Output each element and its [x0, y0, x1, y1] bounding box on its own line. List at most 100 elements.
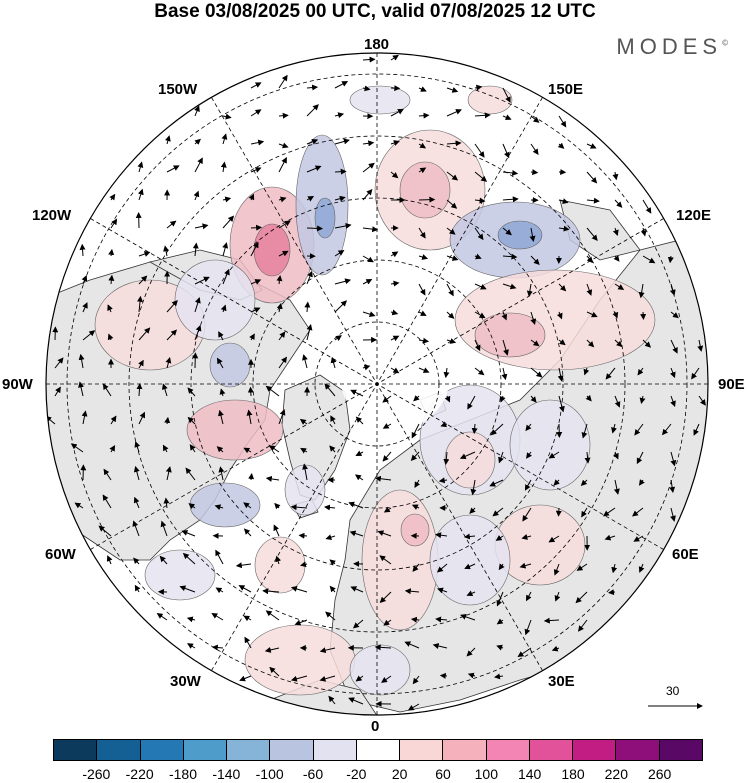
wind-arrow: [306, 196, 315, 202]
wind-arrow: [634, 423, 644, 436]
wind-arrow: [548, 451, 560, 459]
wind-arrow: [489, 479, 504, 487]
wind-arrow: [661, 423, 672, 436]
graticule: [46, 53, 708, 715]
wind-arrow: [553, 563, 560, 576]
anomaly-negative: [174, 259, 256, 341]
wind-arrow: [247, 386, 254, 397]
wind-arrow: [106, 555, 113, 565]
wind-arrow: [54, 386, 61, 397]
wind-arrow: [334, 112, 345, 119]
wind-arrow: [414, 479, 421, 488]
wind-arrow: [614, 283, 625, 290]
wind-arrow: [374, 475, 392, 482]
colorbar-swatch: [139, 740, 183, 760]
wind-arrow: [575, 591, 588, 604]
wind-arrow: [390, 140, 400, 146]
wind-arrow: [693, 423, 700, 436]
wind-arrow: [265, 385, 280, 397]
wind-arrow: [374, 644, 392, 651]
wind-arrow: [526, 591, 532, 602]
wind-arrow: [334, 335, 342, 342]
wind-arrow: [250, 82, 262, 89]
wind-arrow: [211, 644, 224, 651]
wind-arrow: [390, 335, 400, 342]
wind-arrow: [581, 423, 588, 439]
wind-arrow: [324, 504, 336, 511]
wind-arrow: [362, 279, 373, 285]
wind-arrow: [556, 311, 563, 320]
wind-arrow: [108, 248, 115, 257]
wind-arrow: [411, 423, 420, 439]
wind-arrow: [330, 356, 337, 369]
wind-arrow: [390, 251, 399, 258]
colorbar-swatch: [615, 740, 659, 760]
wind-arrow: [278, 112, 289, 119]
wind-arrow: [243, 502, 252, 509]
wind-arrow: [181, 530, 196, 537]
wind-arrow: [110, 415, 117, 425]
anomaly-negative: [509, 399, 591, 491]
wind-arrow: [265, 610, 280, 621]
wind-arrow: [362, 226, 379, 233]
latitude-circle: [128, 135, 626, 633]
colorbar-tick-label: -140: [212, 766, 241, 782]
wind-arrow: [670, 339, 678, 354]
wind-arrow: [555, 507, 562, 517]
wind-arrow: [464, 563, 476, 570]
wind-arrow: [543, 617, 560, 624]
wind-arrow: [557, 142, 565, 149]
anomaly-negative: [144, 549, 216, 601]
wind-arrow: [577, 619, 588, 632]
wind-arrow: [470, 479, 477, 496]
wind-arrow: [467, 672, 476, 679]
wind-arrow: [670, 311, 679, 319]
wind-arrow: [474, 112, 491, 119]
lon-label-120e: 120E: [676, 207, 712, 224]
wind-arrow: [352, 619, 364, 629]
wind-arrow: [162, 444, 169, 453]
wind-arrow: [490, 423, 504, 436]
wind-arrow: [362, 162, 375, 173]
wind-arrow: [492, 507, 504, 517]
wind-arrow: [554, 591, 561, 602]
lon-label-60w: 60W: [45, 546, 76, 563]
wind-arrow: [611, 423, 617, 434]
wind-arrow: [474, 197, 486, 204]
wind-arrow: [362, 188, 373, 201]
wind-arrow: [325, 611, 336, 621]
wind-arrow: [586, 171, 598, 184]
wind-arrow: [133, 557, 140, 565]
wind-arrow: [418, 167, 427, 174]
wind-arrow: [328, 695, 336, 705]
wind-arrow: [557, 367, 564, 382]
wind-arrow: [502, 114, 512, 121]
wind-arrow: [306, 138, 319, 145]
wind-arrow: [586, 339, 595, 348]
wind-arrow: [517, 647, 532, 658]
wind-arrow: [670, 507, 676, 522]
anomaly-positive: [467, 85, 513, 115]
wind-arrow: [299, 418, 308, 425]
wind-arrow: [182, 552, 196, 565]
wind-arrow: [521, 534, 532, 540]
wind-arrow: [218, 331, 224, 341]
colorbar-swatch: [182, 740, 227, 760]
wind-arrow: [243, 528, 252, 537]
wind-arrow: [614, 339, 623, 348]
wind-arrow: [418, 283, 426, 296]
wind-arrow: [558, 198, 569, 205]
wind-arrow: [697, 339, 704, 352]
colorbar-swatch: [355, 740, 400, 760]
wind-arrow: [382, 451, 392, 462]
wind-arrow: [306, 225, 324, 232]
wind-arrow: [220, 304, 227, 313]
wind-arrow: [278, 74, 288, 89]
wind-arrow: [586, 143, 597, 149]
wind-arrow: [194, 105, 200, 117]
wind-arrow: [411, 504, 420, 510]
wind-arrow: [418, 112, 430, 119]
wind-arrow: [278, 356, 287, 369]
wind-arrow: [246, 409, 253, 425]
wind-arrow: [133, 465, 140, 481]
